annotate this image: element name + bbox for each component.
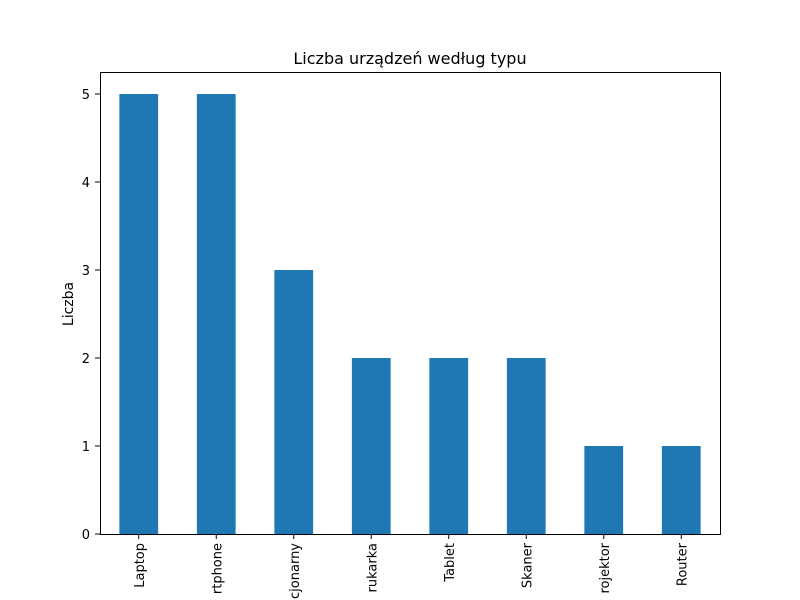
bar-2 [196, 94, 236, 534]
y-tick-label-3: 3 [82, 264, 90, 279]
bar-5 [429, 358, 469, 534]
x-axis-ticks: Laptop rtphone cjonarny rukarka Tablet Skaner… [133, 534, 690, 599]
x-tick-label-7: rojektor [598, 542, 613, 593]
y-tick-label-2: 2 [82, 352, 90, 367]
y-tick-label-0: 0 [82, 528, 90, 543]
x-tick-label-8: Router [675, 542, 690, 586]
x-tick-label-2: rtphone [210, 543, 225, 594]
bar-7 [584, 446, 624, 534]
y-axis-label: Liczba [61, 282, 77, 326]
y-axis-ticks: 0 1 2 3 4 5 [82, 88, 100, 543]
bar-1 [119, 94, 159, 534]
y-tick-label-1: 1 [82, 440, 90, 455]
bar-4 [351, 358, 391, 534]
y-tick-label-4: 4 [82, 176, 90, 191]
x-tick-label-6: Skaner [520, 542, 535, 588]
x-tick-label-1: Laptop [133, 543, 148, 588]
bar-6 [506, 358, 546, 534]
x-tick-label-4: rukarka [365, 543, 380, 592]
bars-group [119, 94, 701, 534]
bar-3 [274, 270, 314, 534]
y-tick-label-5: 5 [82, 88, 90, 103]
chart-title: Liczba urządzeń według typu [293, 49, 526, 68]
bar-8 [661, 446, 701, 534]
x-tick-label-3: cjonarny [288, 543, 303, 599]
x-tick-label-5: Tablet [443, 543, 458, 583]
plot-area-frame [100, 72, 721, 535]
